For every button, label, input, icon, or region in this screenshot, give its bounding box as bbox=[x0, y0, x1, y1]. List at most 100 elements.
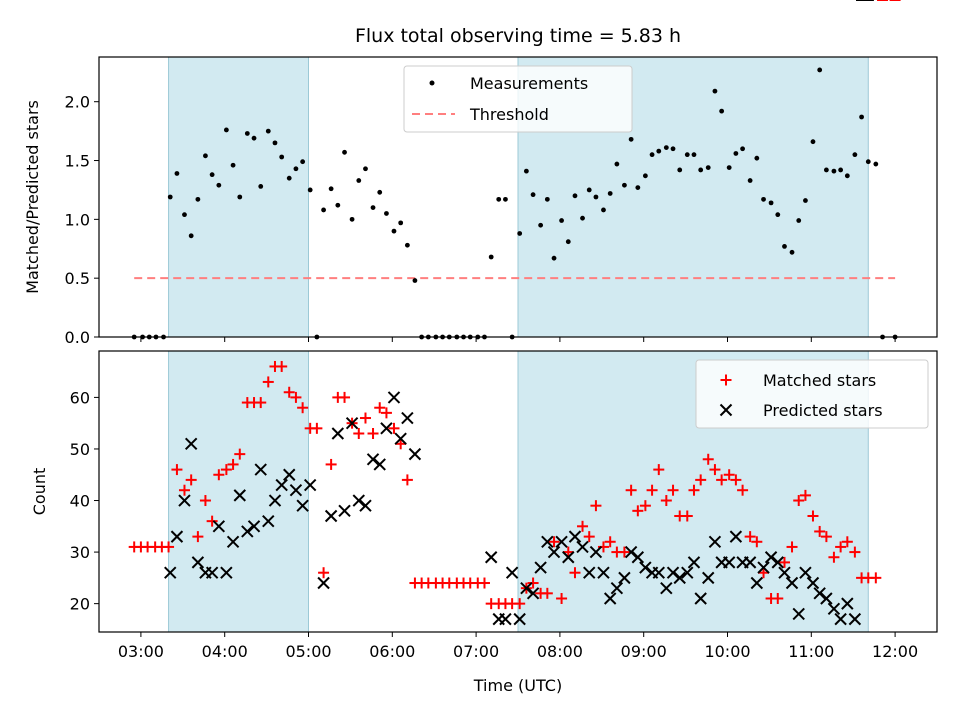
matched-star-point bbox=[276, 360, 288, 372]
measurement-point bbox=[559, 218, 564, 223]
matched-star-point bbox=[799, 489, 811, 501]
matched-star-point bbox=[820, 531, 832, 543]
measurement-point bbox=[356, 178, 362, 183]
bottom-y-axis-label: Count bbox=[30, 468, 49, 516]
matched-star-point bbox=[744, 531, 756, 543]
predicted-star-point bbox=[764, 551, 778, 564]
measurement-point bbox=[251, 135, 257, 141]
measurement-point bbox=[601, 207, 606, 213]
matched-star-point bbox=[681, 510, 693, 522]
predicted-star-point bbox=[338, 504, 351, 518]
measurement-point bbox=[593, 194, 599, 200]
predicted-star-point bbox=[813, 587, 826, 600]
measurement-point bbox=[182, 212, 187, 218]
measurement-point bbox=[293, 166, 299, 172]
matched-star-point bbox=[359, 412, 371, 424]
predicted-star-point bbox=[268, 494, 282, 507]
bottom-panel: 20 30 40 50 60 03:00 04:00 05:00 06:00 07:00 08:0… bbox=[30, 0, 938, 695]
matched-star-point bbox=[325, 458, 337, 470]
predicted-star-point bbox=[331, 427, 345, 440]
legend-label-matched-stars: Matched stars bbox=[763, 371, 876, 390]
matched-star-point bbox=[778, 556, 790, 568]
predicted-star-point bbox=[834, 612, 847, 626]
legend-label-threshold: Threshold bbox=[469, 105, 549, 124]
measurement-point bbox=[286, 175, 292, 181]
measurement-point bbox=[642, 173, 648, 179]
matched-star-point bbox=[185, 474, 197, 486]
predicted-star-point bbox=[750, 576, 764, 590]
predicted-star-point bbox=[673, 571, 686, 585]
matched-star-point bbox=[590, 500, 602, 512]
matched-star-point bbox=[556, 592, 568, 604]
matched-star-point bbox=[716, 474, 728, 486]
measurement-point bbox=[607, 191, 613, 196]
measurement-point bbox=[838, 167, 844, 173]
measurement-point bbox=[544, 196, 550, 202]
predicted-star-point bbox=[687, 556, 701, 569]
measurement-point bbox=[873, 161, 879, 167]
measurement-point bbox=[209, 172, 215, 178]
matched-star-point bbox=[660, 495, 672, 507]
predicted-star-point bbox=[576, 540, 589, 554]
measurement-point bbox=[412, 278, 418, 283]
measurement-point bbox=[740, 146, 745, 152]
predicted-star-point bbox=[841, 597, 854, 610]
shaded-interval-0 bbox=[168, 351, 309, 632]
matched-star-point bbox=[720, 374, 732, 386]
measurement-point bbox=[789, 249, 795, 255]
predicted-star-point bbox=[562, 551, 575, 564]
measurement-point bbox=[370, 205, 376, 210]
measurement-point bbox=[216, 182, 222, 188]
predicted-star-point bbox=[568, 530, 582, 543]
matched-star-point bbox=[828, 551, 840, 563]
legend-marker-measurements bbox=[429, 80, 435, 86]
measurement-point bbox=[747, 178, 753, 183]
y-tick-label: 20 bbox=[70, 595, 90, 614]
matched-star-point bbox=[234, 448, 246, 460]
measurement-point bbox=[677, 167, 683, 173]
measurement-point bbox=[733, 151, 739, 156]
matched-star-point bbox=[786, 541, 798, 553]
measurement-point bbox=[174, 171, 180, 176]
matched-star-point bbox=[604, 536, 616, 548]
predicted-star-point bbox=[652, 566, 665, 579]
measurement-point bbox=[363, 166, 368, 172]
measurement-point bbox=[244, 131, 250, 136]
predicted-stars-points bbox=[164, 0, 874, 626]
measurement-point bbox=[817, 67, 823, 73]
measurement-point bbox=[377, 189, 383, 195]
matched-star-point bbox=[793, 495, 805, 507]
matched-star-point bbox=[206, 515, 218, 527]
predicted-star-point bbox=[262, 514, 275, 528]
matched-star-point bbox=[835, 541, 847, 553]
measurement-point bbox=[398, 220, 404, 226]
measurement-point bbox=[775, 212, 781, 218]
predicted-star-point bbox=[743, 556, 757, 569]
measurement-point bbox=[335, 202, 341, 208]
predicted-star-point bbox=[247, 520, 261, 533]
measurement-point bbox=[705, 165, 711, 170]
matched-star-point bbox=[632, 505, 644, 517]
predicted-star-point bbox=[624, 545, 638, 559]
predicted-star-point bbox=[275, 478, 288, 492]
matched-star-point bbox=[297, 402, 309, 414]
measurement-point bbox=[635, 185, 641, 190]
y-tick-label: 2.0 bbox=[65, 93, 90, 112]
matched-star-point bbox=[199, 495, 211, 507]
predicted-star-point bbox=[848, 612, 862, 626]
measurement-point bbox=[649, 152, 655, 158]
predicted-star-point bbox=[708, 535, 722, 548]
measurement-point bbox=[831, 168, 837, 174]
matched-star-point bbox=[395, 438, 407, 450]
matched-star-point bbox=[723, 469, 735, 481]
measurement-point bbox=[768, 200, 774, 206]
measurement-point bbox=[328, 186, 334, 192]
predicted-star-point bbox=[289, 484, 303, 497]
measurement-point bbox=[719, 108, 725, 114]
measurement-point bbox=[237, 194, 243, 200]
legend-label-predicted-stars: Predicted stars bbox=[763, 401, 883, 420]
matched-stars-points bbox=[128, 0, 901, 610]
predicted-star-point bbox=[771, 556, 784, 569]
y-tick-label: 0.0 bbox=[65, 328, 90, 347]
